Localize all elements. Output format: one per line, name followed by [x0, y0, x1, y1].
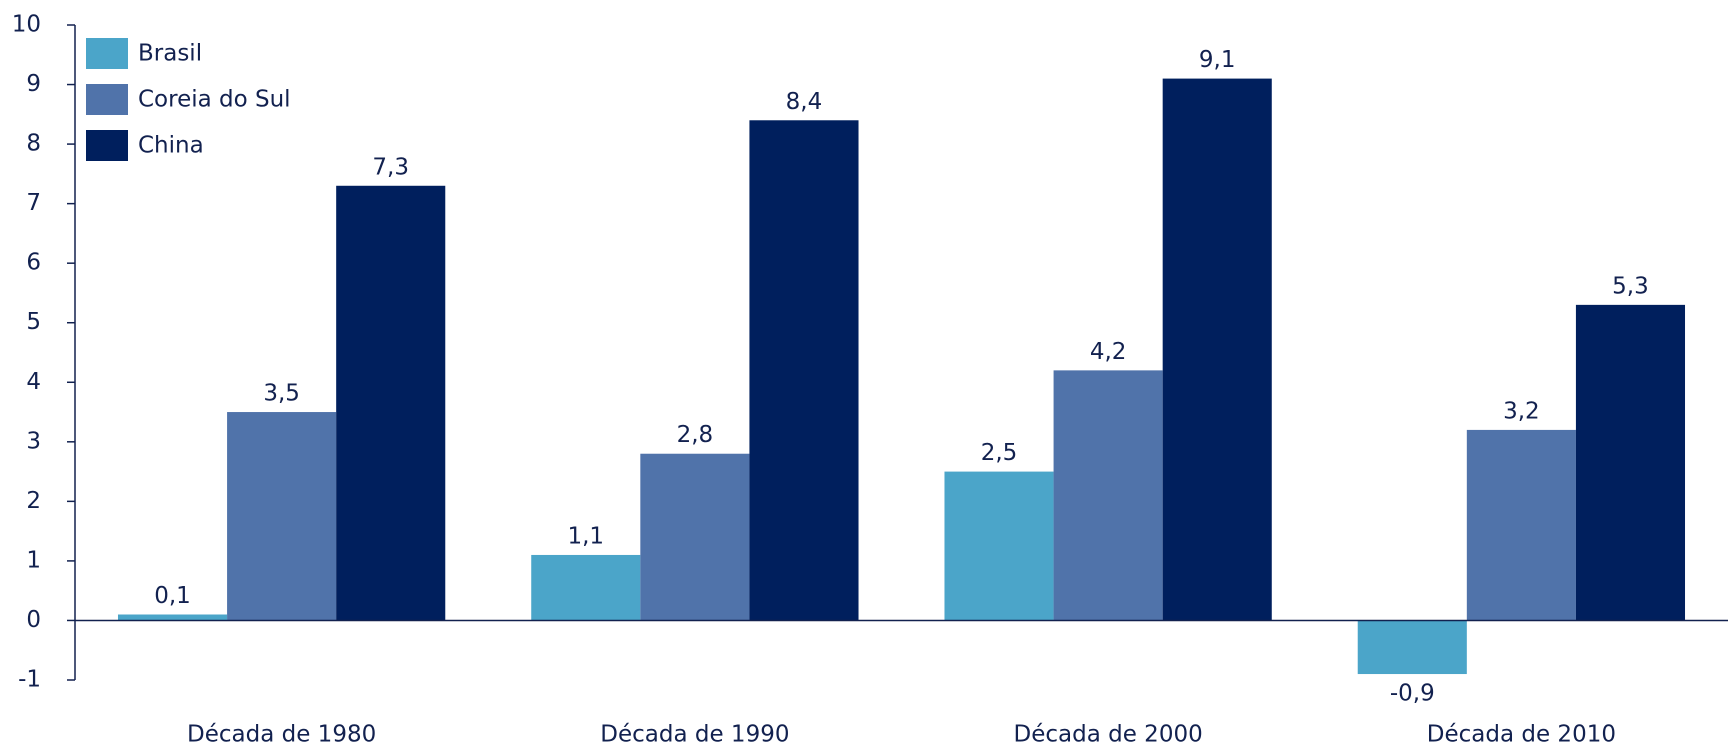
data-label: 5,3 [1612, 273, 1649, 299]
x-tick-label: Década de 1980 [187, 722, 376, 748]
legend-swatch [86, 130, 128, 161]
legend-label: Coreia do Sul [138, 87, 291, 113]
data-label: 7,3 [372, 154, 409, 180]
bar [944, 471, 1054, 621]
bar [1162, 78, 1272, 621]
data-label: 8,4 [786, 89, 823, 115]
legend-label: Brasil [138, 41, 202, 67]
data-label: 9,1 [1199, 47, 1236, 73]
legend-swatch [86, 38, 128, 69]
data-label: 3,2 [1503, 398, 1540, 424]
bar [640, 453, 750, 621]
y-tick-label: 4 [26, 369, 41, 395]
data-label: 0,1 [154, 583, 191, 609]
y-tick-label: 2 [26, 488, 41, 514]
bar [1575, 304, 1686, 621]
data-label: -0,9 [1390, 681, 1435, 707]
bar [531, 554, 641, 621]
data-label: 2,5 [981, 440, 1018, 466]
x-tick-label: Década de 2000 [1014, 722, 1203, 748]
bar [227, 412, 337, 621]
bar [117, 614, 228, 621]
data-label: 1,1 [567, 523, 604, 549]
bar [1466, 429, 1576, 621]
y-tick-label: 1 [26, 547, 41, 573]
legend-label: China [138, 133, 204, 159]
data-label: 2,8 [677, 422, 714, 448]
x-tick-label: Década de 1990 [600, 722, 789, 748]
y-tick-label: 0 [26, 607, 41, 633]
y-tick-label: 9 [26, 71, 41, 97]
data-label: 3,5 [263, 381, 300, 407]
y-tick-label: 10 [12, 12, 41, 38]
bar [1357, 620, 1467, 675]
x-tick-label: Década de 2010 [1427, 722, 1616, 748]
legend-swatch [86, 84, 128, 115]
y-tick-label: 7 [26, 190, 41, 216]
y-tick-label: 3 [26, 428, 41, 454]
y-tick-label: 8 [26, 131, 41, 157]
data-label: 4,2 [1090, 339, 1127, 365]
y-tick-label: -1 [18, 667, 41, 693]
bar [336, 185, 446, 621]
y-tick-label: 5 [26, 309, 41, 335]
y-tick-label: 6 [26, 250, 41, 276]
bar [1053, 370, 1163, 621]
bar [749, 120, 859, 621]
